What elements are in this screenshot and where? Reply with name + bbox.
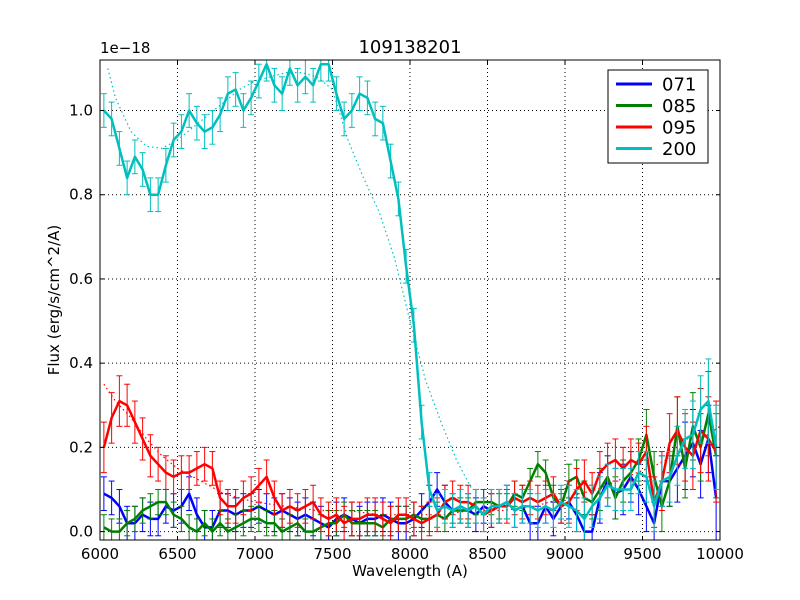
y-tick-label: 1.0 xyxy=(69,102,93,120)
legend-label-085: 085 xyxy=(662,96,696,117)
x-tick-label: 6000 xyxy=(81,545,119,563)
x-tick-label: 7000 xyxy=(236,545,274,563)
axis-ticks: 6000 6500 7000 7500 8000 8500 9000 9500 10000 0.0… xyxy=(69,60,744,563)
x-tick-label: 9500 xyxy=(623,545,661,563)
y-axis-label: Flux (erg/s/cm^2/A) xyxy=(45,225,63,376)
y-tick-label: 0.4 xyxy=(69,354,93,372)
y-tick-label: 0.2 xyxy=(69,438,93,456)
x-tick-label: 7500 xyxy=(313,545,351,563)
x-tick-label: 6500 xyxy=(158,545,196,563)
x-tick-label: 8500 xyxy=(468,545,506,563)
series-line-200 xyxy=(102,62,718,521)
series-200 xyxy=(100,60,720,540)
series-line-095 xyxy=(102,399,718,525)
chart-title: 109138201 xyxy=(358,37,461,58)
200-model-dotted-line xyxy=(107,68,473,490)
y-offset-text: 1e−18 xyxy=(100,39,150,57)
x-tick-label: 8000 xyxy=(391,545,429,563)
y-tick-label: 0.8 xyxy=(69,186,93,204)
legend-label-095: 095 xyxy=(662,118,696,139)
x-tick-label: 10000 xyxy=(696,545,744,563)
x-tick-label: 9000 xyxy=(546,545,584,563)
x-axis-label: Wavelength (A) xyxy=(352,562,468,580)
series-layer xyxy=(100,60,720,540)
y-tick-label: 0.0 xyxy=(69,523,93,541)
legend-label-071: 071 xyxy=(662,75,696,96)
y-tick-label: 0.6 xyxy=(69,270,93,288)
legend-label-200: 200 xyxy=(662,139,696,160)
